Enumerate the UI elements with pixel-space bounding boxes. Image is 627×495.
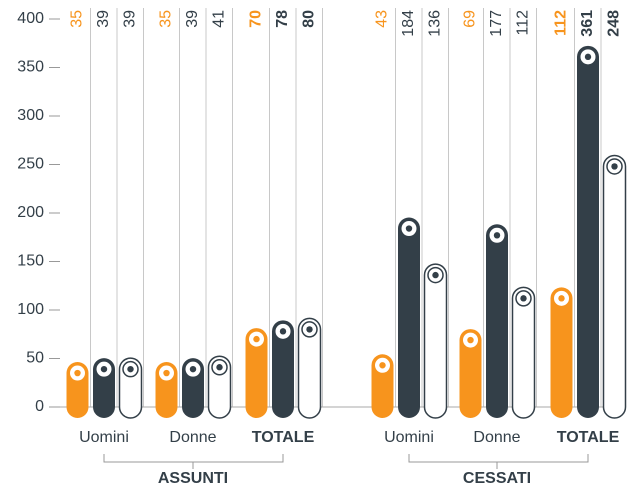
bar bbox=[297, 317, 322, 419]
marker-dot bbox=[279, 328, 287, 335]
value-label: 78 bbox=[274, 10, 291, 28]
x-tick-label: TOTALE bbox=[557, 429, 620, 446]
y-tick-label: 300 bbox=[17, 107, 44, 124]
value-label: 39 bbox=[184, 10, 201, 28]
value-label: 39 bbox=[95, 10, 112, 28]
marker-dot bbox=[127, 365, 134, 373]
value-label: 248 bbox=[606, 10, 623, 37]
value-label: 69 bbox=[462, 10, 479, 28]
group-bracket bbox=[408, 454, 589, 469]
marker-dot bbox=[216, 364, 223, 371]
marker-dot bbox=[611, 163, 618, 170]
group-label: ASSUNTI bbox=[158, 470, 228, 487]
value-label: 39 bbox=[122, 10, 139, 28]
bar bbox=[550, 287, 573, 418]
bar bbox=[245, 328, 268, 418]
value-label: 43 bbox=[374, 10, 391, 28]
value-label: 136 bbox=[427, 10, 444, 37]
value-label: 80 bbox=[301, 10, 318, 28]
marker-dot bbox=[74, 369, 81, 377]
y-tick-label: 50 bbox=[26, 350, 44, 367]
marker-dot bbox=[558, 295, 565, 302]
group-bracket bbox=[103, 454, 284, 469]
marker-dot bbox=[253, 335, 260, 343]
bar bbox=[423, 263, 448, 419]
marker-dot bbox=[379, 362, 386, 369]
group-label: CESSATI bbox=[463, 470, 531, 487]
marker-dot bbox=[467, 336, 474, 344]
value-label: 184 bbox=[400, 10, 417, 37]
y-tick-label: 100 bbox=[17, 301, 44, 318]
y-tick-label: 400 bbox=[17, 10, 44, 27]
bar bbox=[511, 286, 536, 419]
marker-dot bbox=[306, 326, 313, 333]
y-tick-label: 0 bbox=[35, 398, 44, 415]
bar bbox=[459, 329, 482, 418]
x-tick-label: Donne bbox=[169, 429, 216, 446]
y-tick-label: 350 bbox=[17, 59, 44, 76]
value-label: 361 bbox=[579, 10, 596, 37]
marker-dot bbox=[100, 365, 108, 373]
marker-dot bbox=[432, 271, 439, 279]
bar bbox=[577, 45, 599, 419]
x-tick-label: TOTALE bbox=[252, 429, 315, 446]
bar bbox=[272, 320, 294, 418]
x-tick-label: Uomini bbox=[384, 429, 434, 446]
y-tick-label: 150 bbox=[17, 253, 44, 270]
value-label: 35 bbox=[158, 10, 175, 28]
marker-dot bbox=[520, 295, 527, 302]
value-label: 70 bbox=[248, 10, 265, 28]
y-tick-label: 200 bbox=[17, 204, 44, 221]
bar bbox=[398, 217, 420, 418]
value-label: 112 bbox=[515, 10, 532, 36]
value-label: 112 bbox=[553, 10, 570, 36]
marker-dot bbox=[405, 225, 413, 232]
value-label: 177 bbox=[488, 10, 505, 37]
x-tick-label: Uomini bbox=[79, 429, 129, 446]
value-label: 35 bbox=[69, 10, 86, 28]
marker-dot bbox=[493, 232, 501, 239]
x-tick-label: Donne bbox=[473, 429, 520, 446]
y-tick-label: 250 bbox=[17, 156, 44, 173]
value-label: 41 bbox=[211, 10, 228, 28]
marker-dot bbox=[189, 365, 197, 373]
bar bbox=[602, 154, 627, 419]
bar bbox=[486, 224, 508, 418]
marker-dot bbox=[584, 53, 592, 61]
marker-dot bbox=[163, 369, 170, 377]
